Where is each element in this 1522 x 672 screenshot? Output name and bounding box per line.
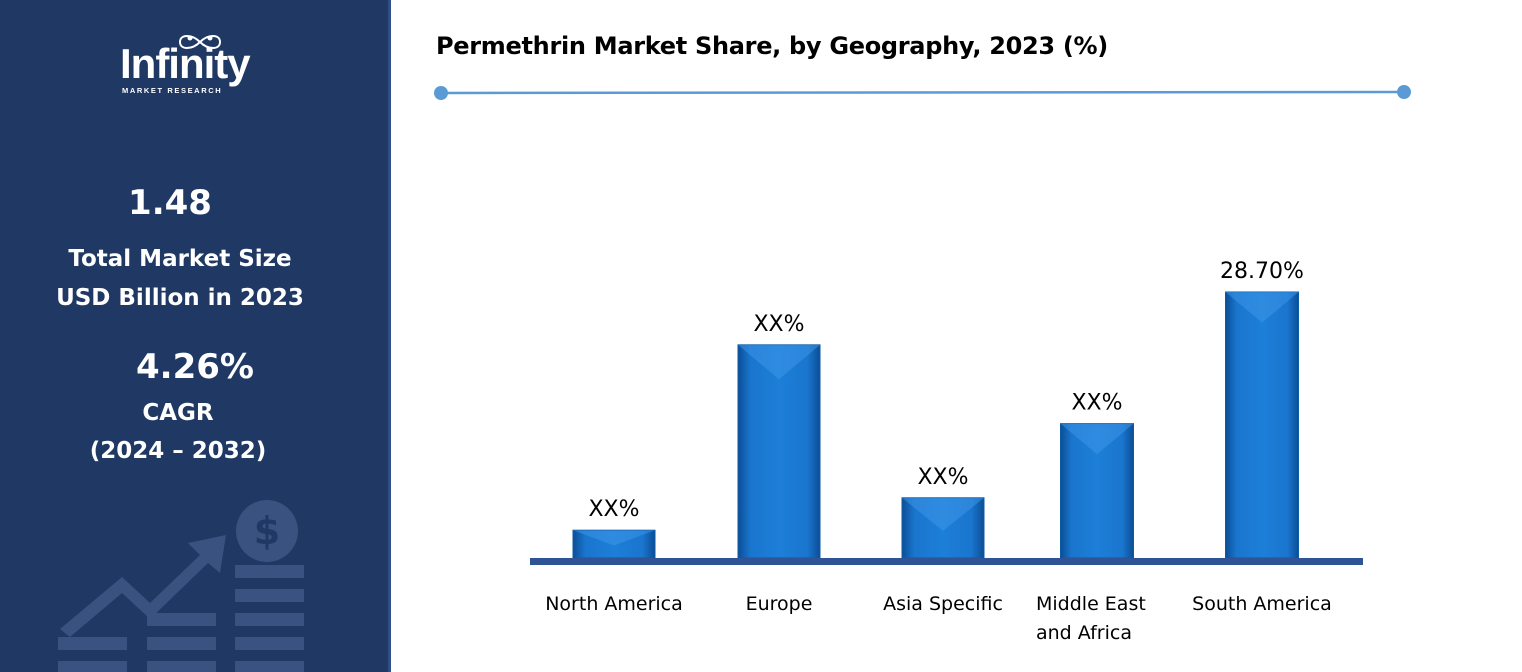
chart-title: Permethrin Market Share, by Geography, 2…	[436, 32, 1108, 60]
x-axis	[530, 558, 1363, 565]
category-label: and Africa	[1036, 622, 1132, 644]
cagr-value: 4.26%	[136, 347, 254, 387]
data-label: XX%	[1071, 391, 1122, 416]
data-label: XX%	[753, 312, 804, 337]
title-rule-start-dot	[434, 86, 448, 100]
category-label: Middle East	[1036, 593, 1146, 615]
logo-wordmark: Infinity	[120, 40, 251, 87]
category-label: South America	[1192, 593, 1332, 615]
bar-south-america	[1225, 291, 1299, 559]
market-size-label-line1: Total Market Size	[68, 246, 292, 272]
title-rule-end-dot	[1397, 85, 1411, 99]
cagr-label: CAGR	[142, 400, 214, 426]
bar-middle-east-and-africa	[1060, 423, 1134, 559]
bar-rect	[1225, 291, 1299, 559]
data-label: 28.70%	[1220, 259, 1304, 284]
dollar-growth-icon: $	[58, 500, 304, 672]
bar-bevel	[1225, 292, 1299, 323]
cagr-period: (2024 – 2032)	[89, 438, 267, 464]
logo-tagline: MARKET RESEARCH	[122, 86, 223, 95]
logo: Infinity MARKET RESEARCH	[110, 30, 280, 102]
data-label: XX%	[588, 497, 639, 522]
bar-north-america	[572, 529, 656, 559]
category-label: Europe	[746, 593, 813, 615]
bar-europe	[737, 344, 821, 559]
sidebar: Infinity MARKET RESEARCH 1.48 Total Mark…	[0, 0, 388, 672]
category-label: Asia Specific	[883, 593, 1003, 615]
market-size-label-line2: USD Billion in 2023	[56, 285, 304, 311]
svg-text:$: $	[254, 509, 280, 553]
bar-rect	[737, 344, 821, 559]
sidebar-divider	[388, 0, 391, 672]
bar-bevel	[902, 497, 984, 531]
bar-asia-specific	[901, 497, 985, 559]
bar-bevel	[1060, 423, 1134, 455]
bar-bevel	[738, 344, 820, 380]
market-size-value: 1.48	[128, 183, 212, 223]
category-label: North America	[545, 593, 683, 615]
title-rule	[440, 90, 1405, 95]
infinity-logo-icon	[178, 35, 222, 49]
data-label: XX%	[917, 465, 968, 490]
bar-bevel	[573, 530, 655, 546]
